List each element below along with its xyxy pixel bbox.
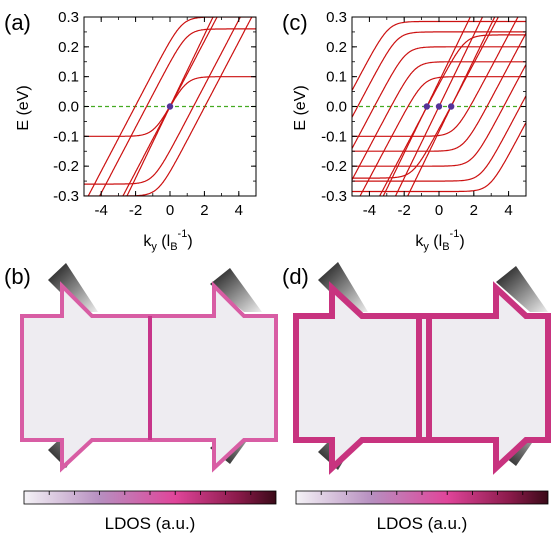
y-tick-label-c-3: 0.0 bbox=[326, 99, 347, 116]
y-tick-label-c-2: -0.1 bbox=[321, 128, 347, 145]
y-axis-title-c: E (eV) bbox=[292, 85, 309, 130]
panel-label-b: (b) bbox=[4, 264, 31, 289]
y-tick-label-c-5: 0.2 bbox=[326, 39, 347, 56]
y-tick-label-a-4: 0.1 bbox=[58, 69, 79, 86]
band-line-c-9 bbox=[352, 17, 519, 137]
x-tick-label-c-1: -2 bbox=[398, 202, 411, 219]
colorbar-d: LDOS (a.u.) bbox=[295, 490, 549, 533]
band-line-c-13 bbox=[352, 121, 526, 193]
ldos-map-d bbox=[293, 262, 551, 475]
band-line-a-2 bbox=[98, 28, 256, 196]
band-line-c-7 bbox=[352, 20, 526, 92]
band-line-c-12 bbox=[352, 94, 526, 182]
crossing-point-a-0 bbox=[166, 103, 174, 110]
colorbar-b-title: LDOS (a.u.) bbox=[105, 514, 196, 533]
y-tick-label-a-3: 0.0 bbox=[58, 99, 79, 116]
band-line-c-10 bbox=[352, 31, 526, 152]
crossing-point-c-2 bbox=[447, 103, 455, 110]
panel-label-d: (d) bbox=[282, 264, 309, 289]
plot-c: -0.3 -0.2 -0.1 0.0 0.1 0.2 0.3 -4 -2 0 2 4 bbox=[321, 9, 527, 219]
x-tick-label-a-2: 0 bbox=[166, 202, 174, 219]
y-tick-label-a-2: -0.1 bbox=[53, 128, 79, 145]
x-axis-title-a: ky (lB-1) bbox=[143, 228, 192, 253]
x-tick-label-c-0: -4 bbox=[363, 202, 376, 219]
y-tick-label-a-5: 0.2 bbox=[58, 39, 79, 56]
y-tick-label-a-6: 0.3 bbox=[58, 9, 79, 26]
x-tick-label-a-0: -4 bbox=[95, 202, 108, 219]
ldos-map-b bbox=[20, 263, 278, 473]
y-tick-label-c-6: 0.3 bbox=[326, 9, 347, 26]
x-tick-label-a-3: 2 bbox=[200, 202, 208, 219]
band-line-c-11 bbox=[352, 63, 526, 167]
band-line-c-14 bbox=[352, 17, 499, 179]
y-tick-label-a-0: -0.3 bbox=[53, 188, 79, 205]
lead-upper-left-d bbox=[318, 262, 368, 312]
x-tick-label-c-4: 4 bbox=[504, 202, 512, 219]
lead-upper-right-d bbox=[496, 266, 548, 312]
x-tick-label-c-2: 0 bbox=[435, 202, 443, 219]
y-axis-title-a: E (eV) bbox=[15, 85, 32, 130]
panel-label-c: (c) bbox=[282, 10, 308, 35]
band-line-a-5 bbox=[84, 17, 242, 185]
band-line-c-3 bbox=[359, 76, 526, 196]
x-tick-label-a-4: 4 bbox=[235, 202, 243, 219]
y-tick-label-a-1: -0.2 bbox=[53, 158, 79, 175]
y-tick-label-c-0: -0.3 bbox=[321, 188, 347, 205]
y-tick-label-c-4: 0.1 bbox=[326, 69, 347, 86]
plot-a: -0.3 -0.2 -0.1 0.0 0.1 0.2 0.3 -4 -2 0 2 4 bbox=[53, 9, 257, 219]
crossing-point-c-0 bbox=[423, 103, 431, 110]
colorbar-d-ticks bbox=[320, 491, 524, 495]
band-line-a-4 bbox=[84, 17, 218, 137]
y-tick-label-c-1: -0.2 bbox=[321, 158, 347, 175]
x-axis-title-c: ky (lB-1) bbox=[415, 228, 464, 253]
panel-label-a: (a) bbox=[4, 10, 31, 35]
lead-upper-right-b bbox=[210, 268, 262, 312]
band-line-c-6 bbox=[352, 31, 526, 119]
crossing-point-c-1 bbox=[435, 103, 443, 110]
colorbar-b: LDOS (a.u.) bbox=[23, 490, 277, 533]
colorbar-b-ticks bbox=[48, 491, 252, 495]
band-line-a-1 bbox=[122, 76, 256, 196]
band-line-a-3 bbox=[87, 17, 256, 196]
band-line-a-6 bbox=[84, 17, 253, 196]
x-tick-label-a-1: -2 bbox=[129, 202, 142, 219]
lead-upper-left-b bbox=[48, 263, 98, 312]
x-tick-label-c-3: 2 bbox=[470, 202, 478, 219]
colorbar-d-title: LDOS (a.u.) bbox=[377, 514, 468, 533]
